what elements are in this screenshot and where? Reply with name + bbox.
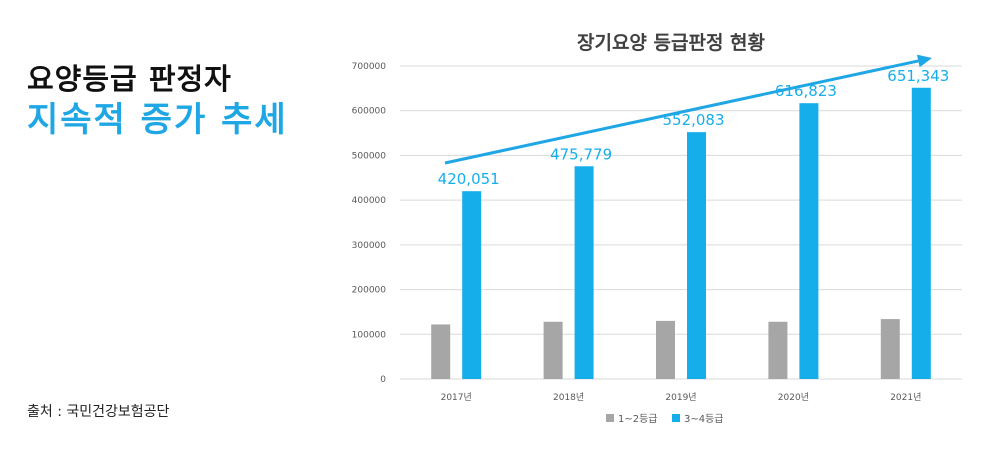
bar-series2 bbox=[687, 132, 706, 379]
bar-series1 bbox=[880, 319, 900, 379]
data-label: 552,083 bbox=[662, 111, 724, 129]
bar-series1 bbox=[543, 321, 563, 379]
y-tick-label: 100000 bbox=[352, 330, 387, 340]
y-tick-label: 500000 bbox=[352, 151, 387, 161]
x-tick-label: 2019년 bbox=[665, 392, 696, 403]
y-tick-label: 200000 bbox=[352, 286, 387, 296]
bar-series1 bbox=[656, 320, 675, 379]
legend-label-series1: 1~2등급 bbox=[618, 413, 658, 425]
legend-label-series2: 3~4등급 bbox=[684, 413, 724, 425]
y-tick-label: 600000 bbox=[352, 107, 387, 117]
data-label: 420,051 bbox=[438, 170, 500, 188]
trend-arrow-line bbox=[444, 59, 919, 165]
x-tick-label: 2021년 bbox=[890, 392, 921, 403]
bar-series1 bbox=[768, 321, 788, 379]
source-note: 출처 : 국민건강보험공단 bbox=[27, 404, 170, 420]
bar-chart: 장기요양 등급판정 현황 0 100000 200000 300000 400000 500… bbox=[352, 31, 962, 425]
legend-swatch-series2 bbox=[672, 414, 680, 422]
y-tick-label: 400000 bbox=[352, 196, 387, 206]
bar-series2 bbox=[911, 87, 931, 380]
trend-arrow-head bbox=[916, 54, 932, 68]
x-tick-label: 2018년 bbox=[553, 392, 584, 403]
data-label: 651,343 bbox=[887, 67, 949, 85]
bar-series1 bbox=[431, 324, 451, 379]
chart-title: 장기요양 등급판정 현황 bbox=[577, 31, 766, 54]
legend-swatch-series1 bbox=[606, 414, 614, 422]
y-tick-label: 0 bbox=[380, 375, 386, 385]
x-tick-label: 2020년 bbox=[778, 392, 809, 403]
headline: 요양등급 판정자 지속적 증가 추세 bbox=[27, 60, 288, 142]
bar-series2 bbox=[574, 166, 594, 379]
data-label: 475,779 bbox=[550, 145, 612, 163]
x-tick-label: 2017년 bbox=[441, 392, 472, 403]
y-tick-label: 300000 bbox=[352, 241, 387, 251]
data-label: 616,823 bbox=[775, 82, 837, 100]
headline-line1: 요양등급 판정자 bbox=[27, 62, 232, 96]
bar-series2 bbox=[462, 191, 482, 379]
headline-line2: 지속적 증가 추세 bbox=[27, 100, 288, 140]
bar-series2 bbox=[799, 103, 819, 379]
y-tick-label: 700000 bbox=[352, 62, 387, 72]
